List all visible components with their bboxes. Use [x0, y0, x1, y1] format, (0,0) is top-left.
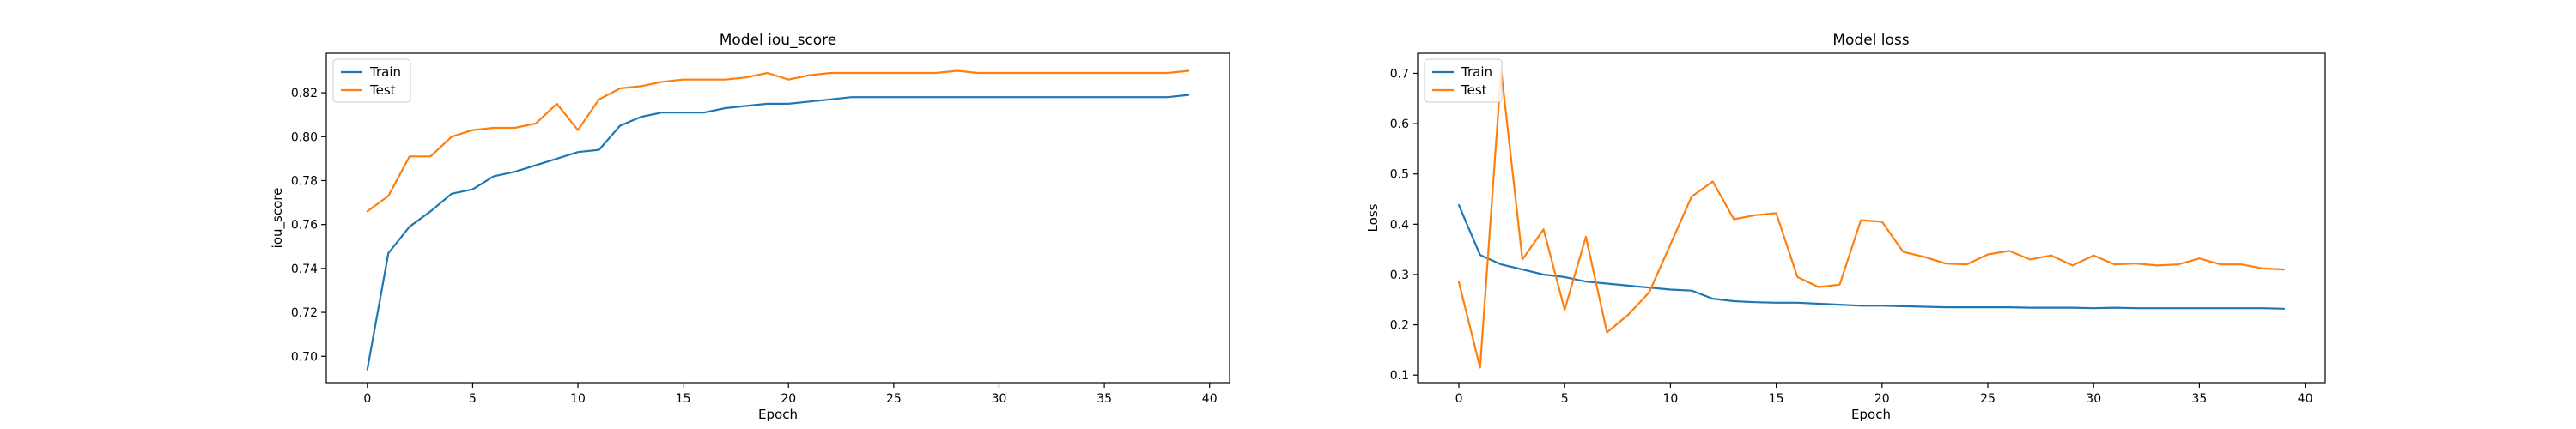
y-tick-label: 0.74	[291, 263, 318, 276]
y-tick-label: 0.1	[1390, 369, 1409, 383]
series-line-test	[366, 69, 1190, 213]
x-tick-label: 40	[2298, 392, 2313, 406]
y-axis-label: iou_score	[270, 188, 286, 249]
x-tick-label: 35	[1097, 392, 1112, 406]
y-tick-label: 0.78	[291, 174, 318, 188]
legend: Train Test	[1424, 58, 1503, 103]
x-tick-label: 35	[2191, 392, 2207, 406]
chart-title: Model iou_score	[720, 32, 837, 49]
y-tick-label: 0.3	[1390, 269, 1409, 282]
series-line-test	[1457, 69, 2286, 369]
x-tick-label: 20	[1874, 392, 1890, 406]
iou-score-chart: Model iou_score Epoch iou_score 0 5 10 15 20…	[270, 32, 1230, 422]
chart-title: Model loss	[1832, 32, 1909, 49]
x-tick-label: 30	[992, 392, 1007, 406]
x-axis-label: Epoch	[1851, 407, 1891, 422]
y-tick-label: 0.82	[291, 87, 318, 100]
x-axis-label: Epoch	[758, 407, 798, 422]
legend-box	[332, 58, 411, 103]
x-tick-label: 10	[1663, 392, 1679, 406]
axes-frame	[325, 52, 1230, 384]
y-tick-label: 0.7	[1390, 67, 1409, 81]
x-tick-label: 0	[1455, 392, 1463, 406]
y-axis-label: Loss	[1365, 203, 1381, 232]
x-tick-label: 30	[2086, 392, 2101, 406]
x-tick-label: 40	[1202, 392, 1218, 406]
loss-chart: Model loss Epoch Loss 0 5 10 15 20 25 30 35 40 0.…	[1365, 32, 2326, 422]
y-tick-label: 0.70	[291, 350, 318, 364]
x-tick-label: 15	[676, 392, 691, 406]
x-tick-label: 25	[886, 392, 902, 406]
x-tick-label: 25	[1980, 392, 1996, 406]
x-tick-label: 5	[1561, 392, 1569, 406]
y-tick-label: 0.76	[291, 219, 318, 233]
x-tick-label: 20	[781, 392, 796, 406]
x-tick-label: 0	[363, 392, 371, 406]
y-tick-label: 0.80	[291, 130, 318, 144]
series-line-train	[366, 94, 1190, 371]
legend: Train Test	[332, 58, 411, 103]
legend-label-train: Train	[1461, 64, 1492, 80]
y-tick-label: 0.5	[1390, 168, 1409, 182]
legend-label-test: Test	[1461, 82, 1487, 98]
legend-label-train: Train	[369, 64, 401, 80]
legend-box	[1424, 58, 1503, 103]
x-tick-label: 5	[469, 392, 477, 406]
x-tick-label: 15	[1769, 392, 1784, 406]
y-tick-label: 0.6	[1390, 118, 1409, 131]
x-tick-label: 10	[570, 392, 586, 406]
legend-label-test: Test	[369, 82, 396, 98]
axes-frame	[1417, 52, 2326, 384]
y-tick-label: 0.4	[1390, 218, 1409, 232]
plot-area: 0 5 10 15 20 25 30 35 40 0.1 0.2 0.3 0.4 0.5 0.6 0.7	[1390, 52, 2326, 406]
plot-area: 0 5 10 15 20 25 30 35 40 0.70 0.72 0.74 0.76 0.78 0.80…	[291, 52, 1230, 406]
y-tick-label: 0.72	[291, 306, 318, 320]
y-tick-label: 0.2	[1390, 319, 1409, 333]
